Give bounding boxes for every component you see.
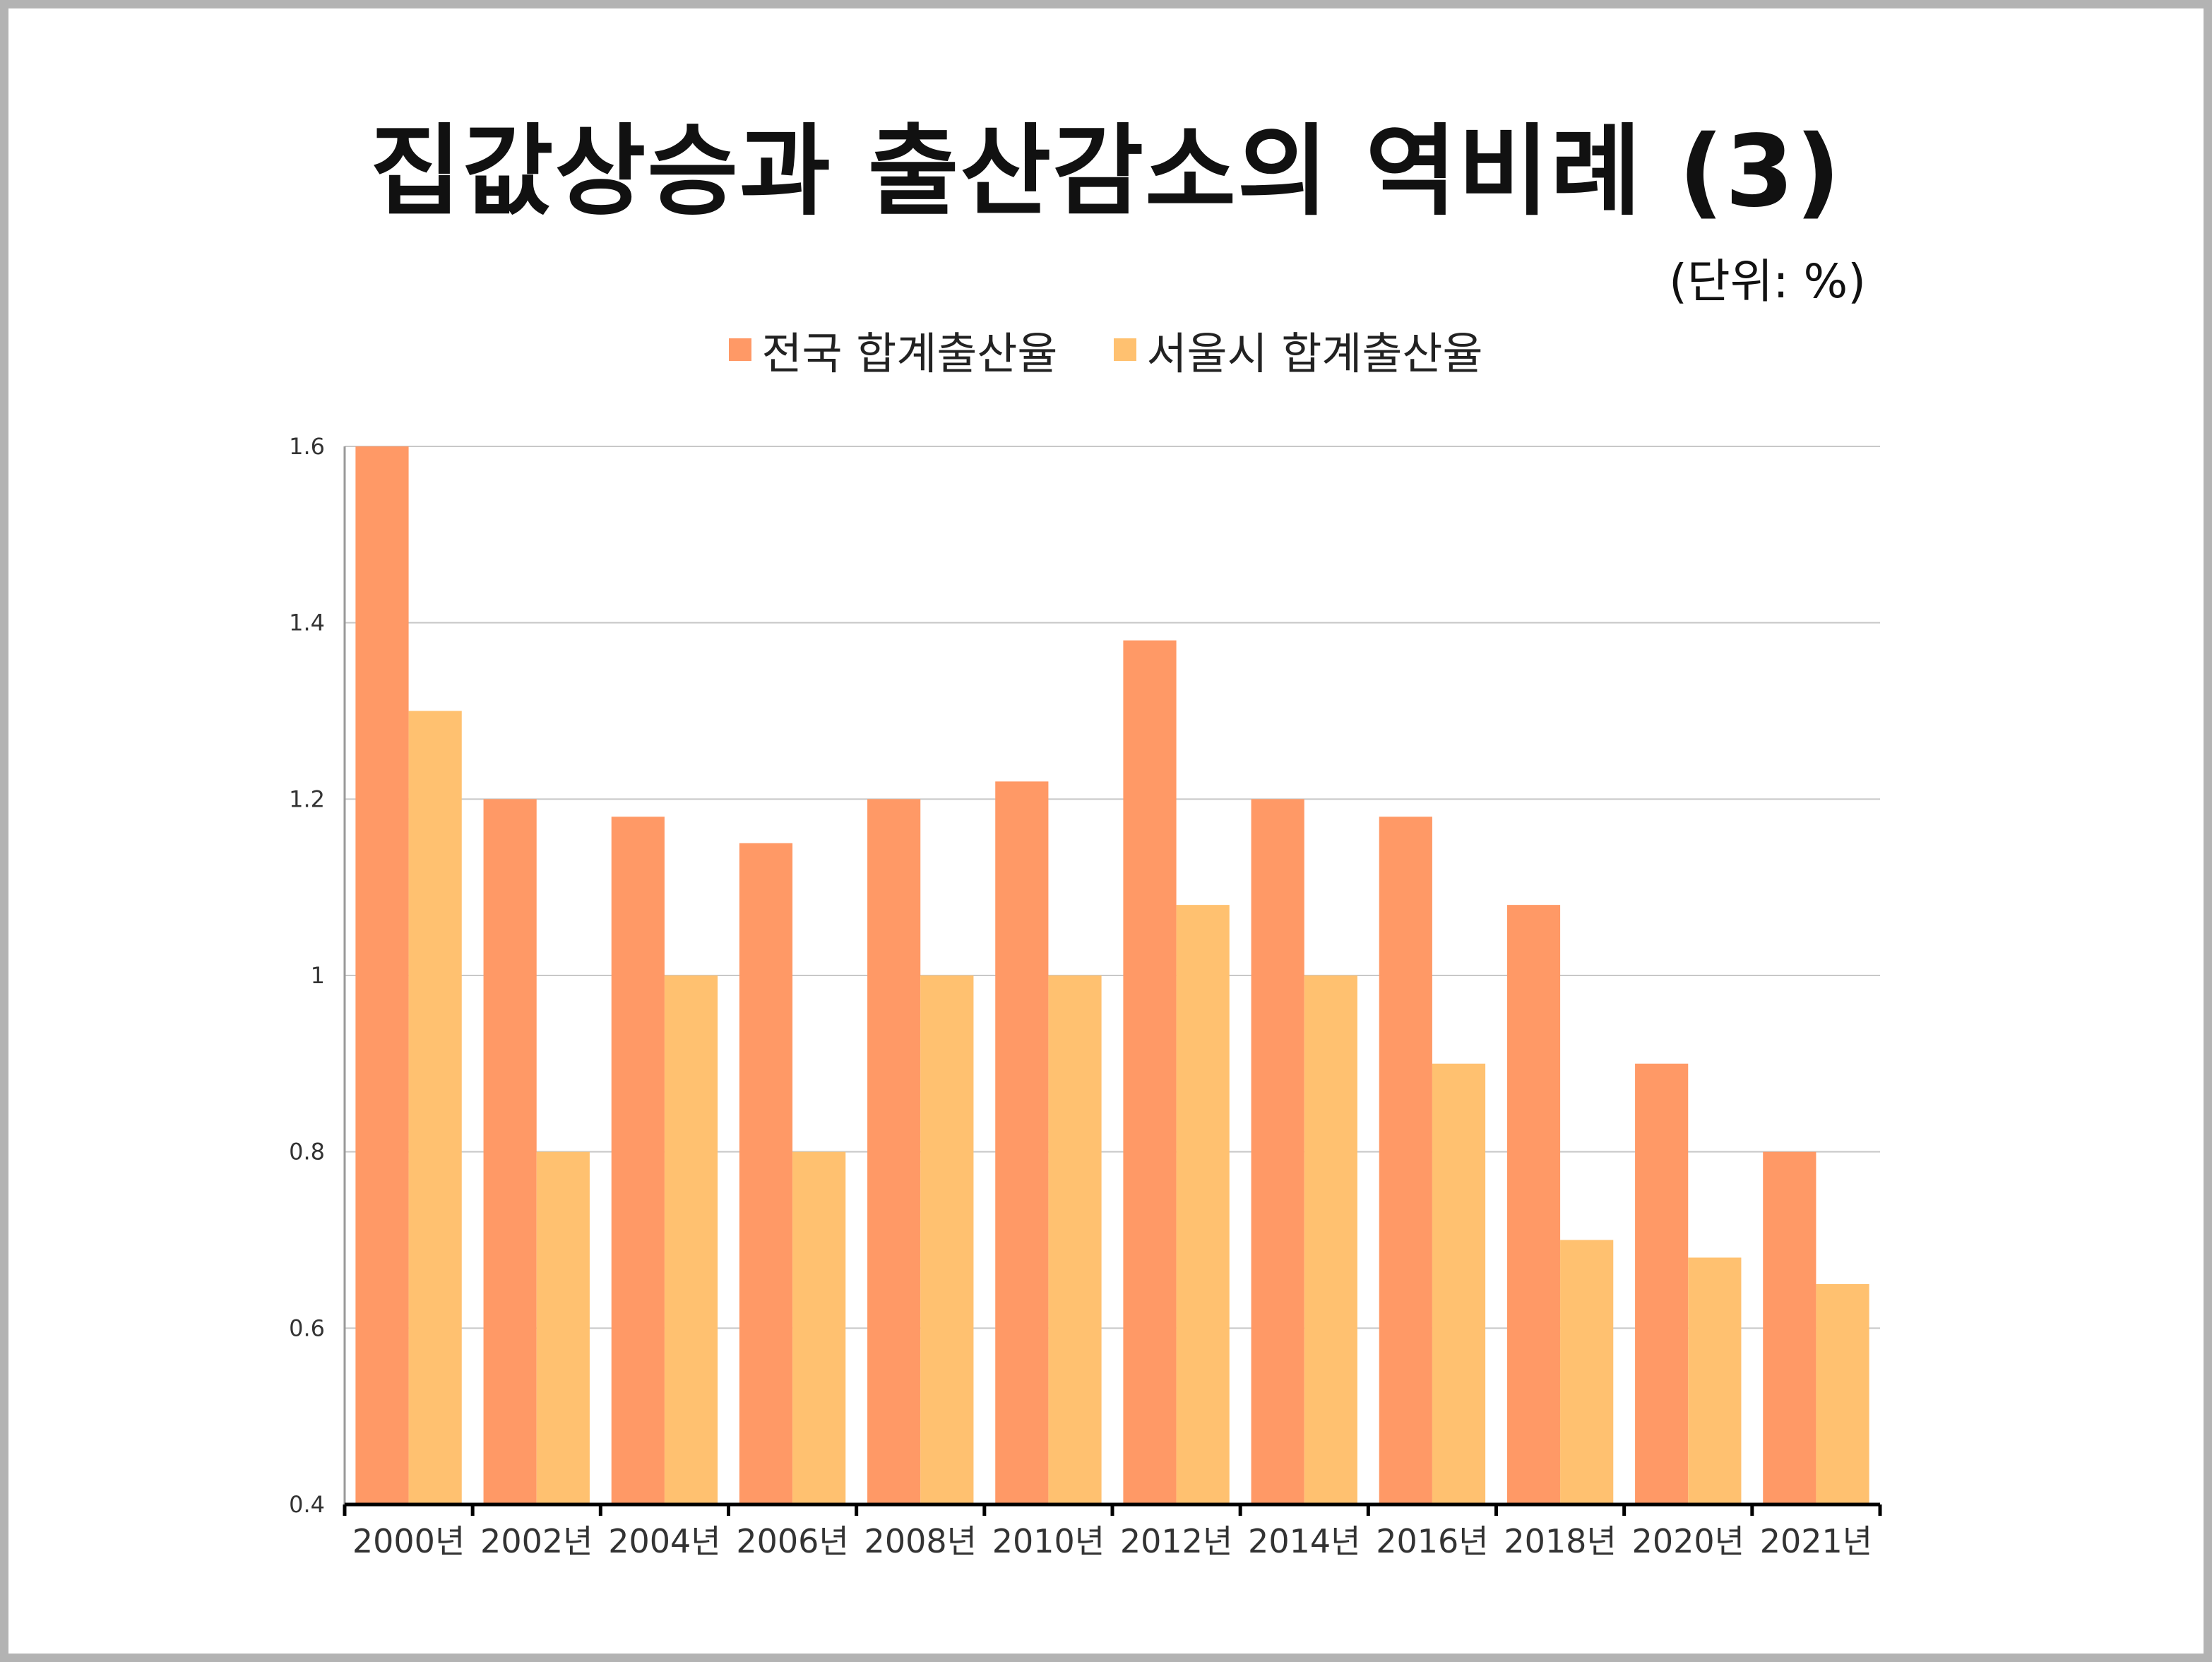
legend-swatch-national: [729, 338, 752, 361]
x-tick-label: 2012년: [1120, 1522, 1232, 1560]
gridlines: [345, 446, 1880, 1329]
x-tick-label: 2000년: [352, 1522, 465, 1560]
x-tick-label: 2010년: [992, 1522, 1105, 1560]
bar-seoul: [536, 1151, 590, 1504]
x-tick-labels: 2000년 2002년 2004년 2006년 2008년 2010년 2012년 2014년…: [352, 1522, 1872, 1560]
legend-item-seoul: 서울시 합계출산율: [1114, 318, 1483, 381]
legend-label-seoul: 서울시 합계출산율: [1146, 328, 1483, 379]
y-tick-label: 0.6: [289, 1314, 325, 1341]
x-tick-label: 2021년: [1760, 1522, 1872, 1560]
y-tick-label: 1.6: [289, 433, 325, 460]
x-tick-label: 2020년: [1632, 1522, 1744, 1560]
bar-seoul: [920, 975, 974, 1504]
x-tick-label: 2006년: [736, 1522, 848, 1560]
bar-national: [483, 799, 537, 1504]
bar-seoul: [408, 711, 462, 1504]
x-tick-label: 2014년: [1248, 1522, 1360, 1560]
unit-label: (단위: %): [1669, 254, 1866, 309]
x-tick-label: 2008년: [864, 1522, 977, 1560]
chart-legend: 전국 합계출산율 서울시 합계출산율: [0, 318, 2212, 381]
bar-seoul: [664, 975, 718, 1504]
bar-seoul: [1816, 1283, 1869, 1504]
bar-national: [995, 781, 1049, 1504]
bar-national: [1763, 1151, 1816, 1504]
x-tick-label: 2018년: [1504, 1522, 1616, 1560]
bar-national: [867, 799, 921, 1504]
bar-national: [1635, 1063, 1689, 1504]
axes: [343, 446, 1882, 1516]
bar-national: [611, 817, 665, 1504]
bars: [355, 446, 1869, 1505]
x-tick-label: 2004년: [608, 1522, 720, 1560]
legend-label-national: 전국 합계출산율: [761, 328, 1058, 379]
bar-national: [355, 446, 409, 1504]
legend-swatch-seoul: [1114, 338, 1137, 361]
y-tick-label: 0.4: [289, 1491, 325, 1518]
x-tick-label: 2016년: [1376, 1522, 1488, 1560]
bar-national: [1251, 799, 1304, 1504]
bar-seoul: [792, 1151, 846, 1504]
y-tick-label: 1: [311, 962, 325, 989]
page-title: 집값상승과 출산감소의 역비례 (3): [369, 114, 1842, 230]
bar-national: [1123, 640, 1177, 1505]
bar-seoul: [1688, 1257, 1742, 1504]
bar-national: [1379, 817, 1432, 1504]
y-tick-labels: 1.6 1.4 1.2 1 0.8 0.6 0.4: [289, 433, 325, 1518]
x-tick-label: 2002년: [480, 1522, 593, 1560]
bar-seoul: [1432, 1063, 1486, 1504]
y-tick-label: 0.8: [289, 1139, 325, 1165]
bar-seoul: [1048, 975, 1102, 1504]
bar-national: [1506, 905, 1561, 1504]
y-tick-label: 1.2: [289, 785, 325, 812]
bar-seoul: [1560, 1240, 1614, 1504]
bar-national: [739, 843, 793, 1504]
bar-seoul: [1176, 905, 1230, 1504]
legend-item-national: 전국 합계출산율: [729, 318, 1057, 381]
bar-seoul: [1304, 975, 1357, 1504]
y-tick-label: 1.4: [289, 610, 325, 636]
